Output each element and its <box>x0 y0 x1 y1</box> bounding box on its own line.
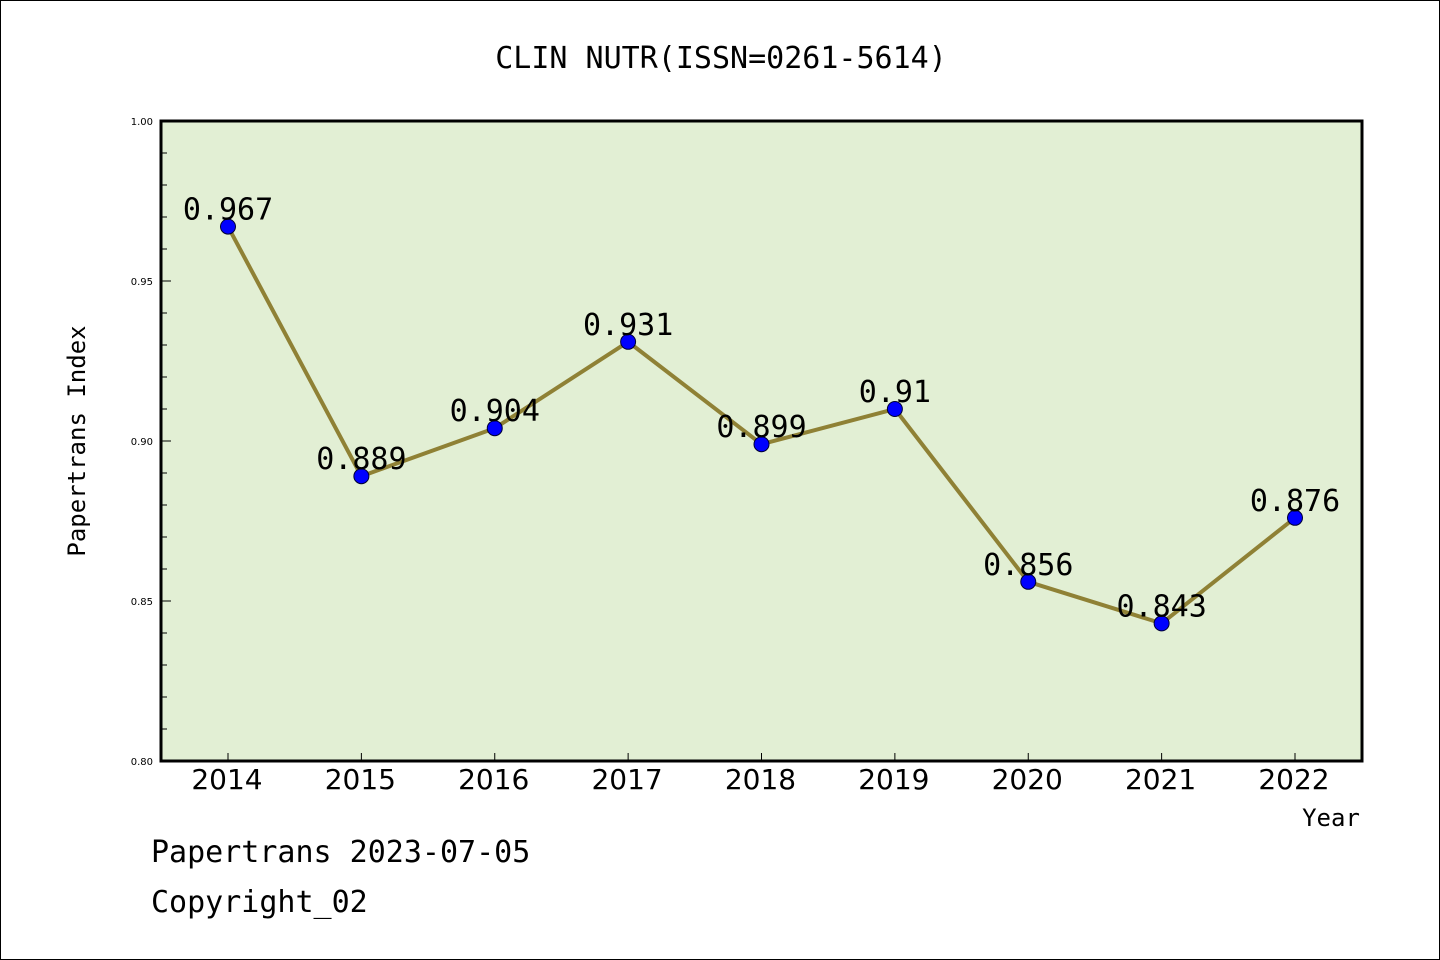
data-label-2021: 0.843 <box>1116 589 1206 624</box>
y-axis: 0.80 0.85 0.90 0.95 1.00 <box>131 117 171 768</box>
data-point-2014 <box>220 218 236 235</box>
data-label-2015: 0.889 <box>316 442 406 477</box>
data-label-2020: 0.856 <box>983 548 1073 583</box>
y-tick-label: 0.80 <box>131 757 153 768</box>
x-axis: 2014 2015 2016 2017 2018 2019 2020 2021 2022 <box>191 753 1330 796</box>
footer-date-text: Papertrans 2023-07-05 <box>151 835 531 870</box>
series-line-group: 0.967 0.889 0.904 0.931 0.899 0.91 0.856 0.843 0… <box>183 193 1340 632</box>
chart-title: CLIN NUTR(ISSN=0261-5614) <box>495 41 947 76</box>
footer-copyright-text: Copyright_02 <box>151 885 368 920</box>
y-tick-label: 0.85 <box>131 597 153 608</box>
y-tick-label: 1.00 <box>131 117 153 128</box>
data-point-2015 <box>353 468 370 485</box>
x-tick-label: 2015 <box>325 763 396 796</box>
data-label-2019: 0.91 <box>859 375 931 410</box>
x-tick-label: 2018 <box>725 763 796 796</box>
data-point-2018 <box>753 436 770 453</box>
y-tick-label: 0.90 <box>131 437 153 448</box>
data-point-2016 <box>486 420 503 437</box>
x-tick-label: 2022 <box>1258 763 1329 796</box>
x-tick-label: 2014 <box>191 763 262 796</box>
data-label-2016: 0.904 <box>450 394 540 429</box>
x-tick-label: 2017 <box>591 763 662 796</box>
x-tick-label: 2019 <box>858 763 929 796</box>
x-tick-label: 2020 <box>992 763 1063 796</box>
y-axis-label: Papertrans Index <box>63 325 91 556</box>
y-tick-label: 0.95 <box>131 277 153 288</box>
data-point-2020 <box>1020 573 1037 590</box>
data-label-2014: 0.967 <box>183 193 273 228</box>
data-label-2017: 0.931 <box>583 308 673 343</box>
data-point-2019 <box>886 401 903 417</box>
data-label-2022: 0.876 <box>1250 484 1340 519</box>
x-tick-label: 2016 <box>458 763 529 796</box>
x-tick-label: 2021 <box>1125 763 1196 796</box>
data-point-2022 <box>1287 509 1303 526</box>
data-point-2021 <box>1153 615 1170 632</box>
data-point-2017 <box>620 333 637 350</box>
x-axis-label: Year <box>1302 804 1360 832</box>
data-label-2018: 0.899 <box>716 410 806 445</box>
